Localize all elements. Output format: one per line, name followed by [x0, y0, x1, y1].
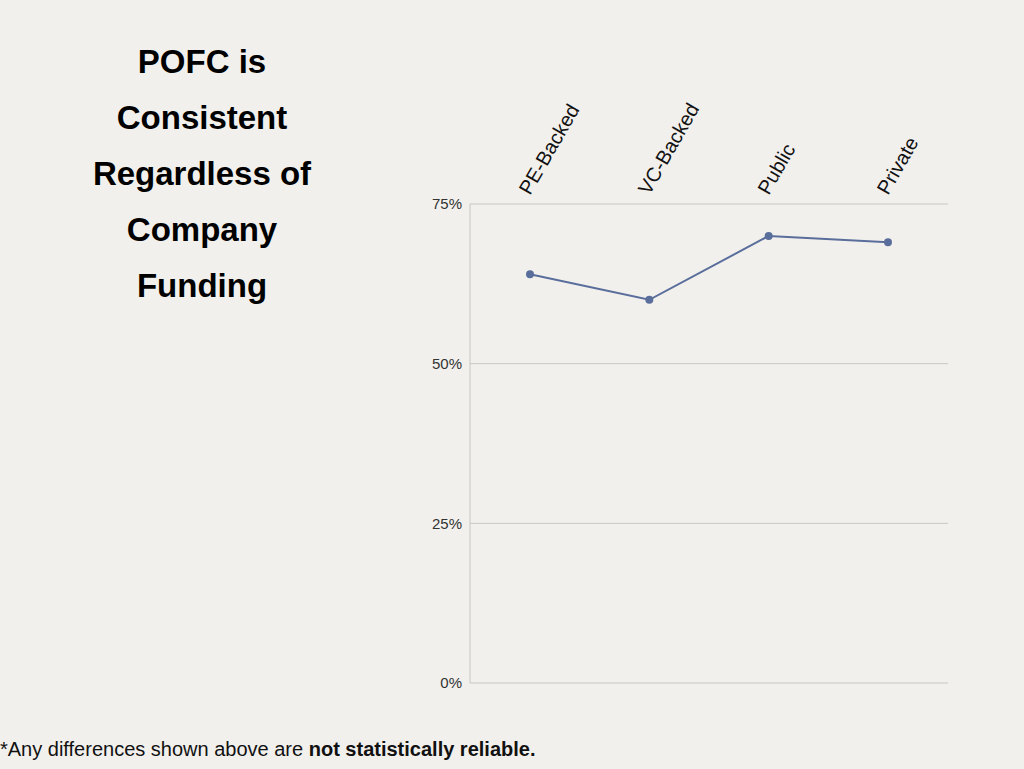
svg-text:Public: Public: [753, 140, 799, 198]
svg-text:VC-Backed: VC-Backed: [634, 99, 704, 198]
html-text:POFC is Consistent Regardless: POFC is Consistent Regardless of Company…: [92, 43, 312, 304]
svg-text:25%: 25%: [432, 515, 462, 532]
svg-text:50%: 50%: [432, 355, 462, 372]
svg-text:Private: Private: [872, 133, 922, 198]
svg-text:75%: 75%: [432, 195, 462, 212]
svg-text:0%: 0%: [440, 674, 462, 691]
html-text:*Any differences shown above a: *Any differences shown above are not sta…: [0, 738, 536, 760]
svg-text:PE-Backed: PE-Backed: [514, 100, 583, 198]
